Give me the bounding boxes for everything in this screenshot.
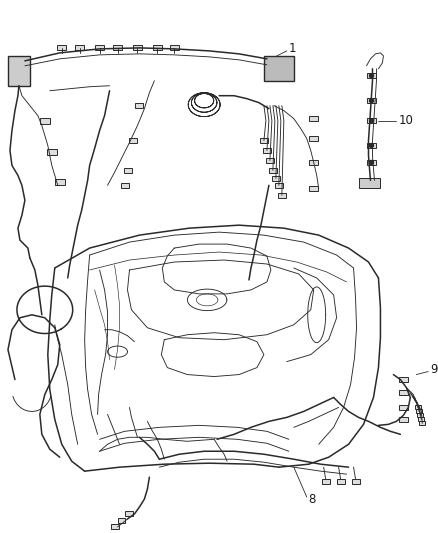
Text: 10: 10	[399, 114, 413, 127]
Bar	[264, 56, 294, 81]
Circle shape	[370, 143, 374, 148]
Bar	[272, 176, 280, 181]
Bar	[121, 183, 129, 188]
Circle shape	[370, 119, 374, 123]
Bar	[135, 103, 143, 108]
Bar	[416, 409, 422, 414]
Bar	[352, 479, 360, 483]
Bar	[309, 160, 318, 165]
Bar	[275, 183, 283, 188]
Bar	[367, 98, 376, 103]
Circle shape	[370, 74, 374, 78]
Bar	[170, 45, 179, 51]
Bar	[110, 524, 119, 529]
Circle shape	[370, 160, 374, 164]
Bar	[399, 390, 408, 395]
Bar	[55, 180, 65, 185]
Bar	[415, 406, 421, 409]
Bar	[367, 118, 376, 123]
Bar	[269, 168, 277, 173]
Bar	[260, 138, 268, 143]
Bar	[266, 158, 274, 163]
Bar	[47, 149, 57, 156]
Bar	[278, 193, 286, 198]
Bar	[399, 405, 408, 410]
Bar	[8, 56, 30, 86]
Bar	[417, 414, 423, 417]
Text: 1: 1	[289, 43, 297, 55]
Bar	[337, 479, 345, 483]
Bar	[309, 136, 318, 141]
Bar	[399, 417, 408, 422]
Bar	[40, 118, 50, 124]
Bar	[153, 45, 162, 51]
Text: 8: 8	[309, 492, 316, 505]
Bar	[113, 45, 122, 51]
Bar	[418, 417, 424, 422]
Bar	[321, 479, 330, 483]
Bar	[263, 148, 271, 153]
Bar	[95, 45, 104, 51]
Bar	[367, 160, 376, 165]
Bar	[359, 179, 381, 188]
Bar	[367, 143, 376, 148]
Bar	[129, 138, 137, 143]
Bar	[124, 168, 132, 173]
Bar	[399, 377, 408, 382]
Bar	[117, 519, 125, 523]
Bar	[309, 116, 318, 121]
Text: 9: 9	[430, 363, 438, 376]
Bar	[367, 74, 376, 78]
Circle shape	[370, 99, 374, 103]
Bar	[75, 45, 84, 51]
Bar	[125, 512, 134, 516]
Bar	[309, 186, 318, 191]
Bar	[133, 45, 142, 51]
Bar	[57, 45, 66, 51]
Bar	[419, 422, 425, 425]
